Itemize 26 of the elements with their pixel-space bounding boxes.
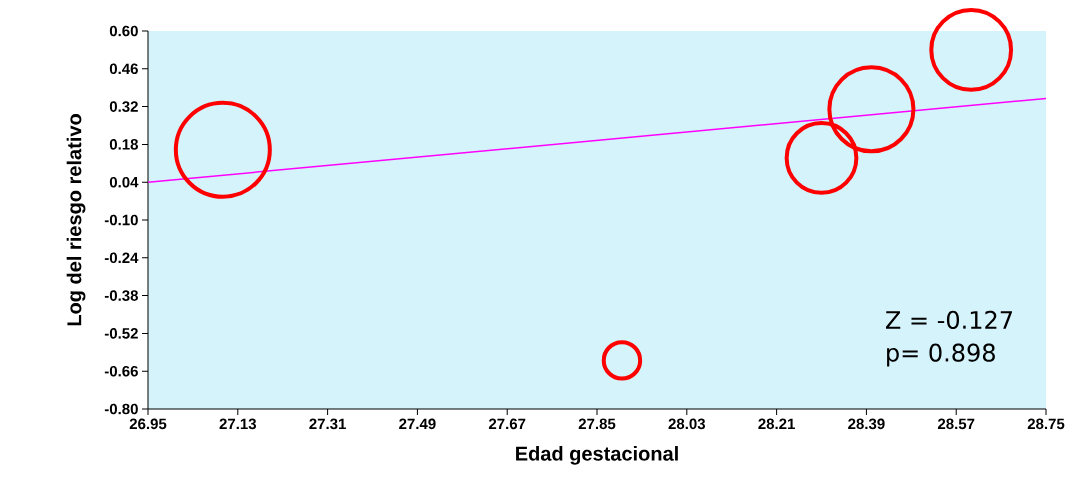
annotation: Z = -0.127 (885, 310, 1013, 329)
annotation: p= 0.898 (887, 343, 995, 367)
y-tick-label: 0.32 (109, 101, 138, 112)
x-axis-title: Edad gestacional (516, 446, 678, 465)
y-tick-label: 0.18 (109, 139, 138, 150)
y-tick-label: -0.66 (104, 365, 138, 377)
x-tick-label: 27.13 (219, 418, 257, 430)
x-tick-label: 28.57 (937, 418, 975, 430)
y-tick-label: -0.80 (104, 403, 138, 415)
x-tick-label: 27.67 (488, 418, 526, 430)
y-tick-label: -0.52 (104, 328, 138, 339)
y-tick-label: 0.04 (109, 176, 139, 188)
y-tick-label: -0.38 (104, 290, 138, 301)
x-tick-label: 27.49 (399, 418, 436, 430)
x-tick-label: 27.85 (578, 418, 616, 430)
y-axis-title: Log del riesgo relativo (66, 114, 86, 326)
y-tick-label: -0.24 (104, 252, 139, 264)
x-tick-label: 27.31 (309, 418, 346, 430)
x-tick-label: 26.95 (129, 418, 167, 430)
y-tick-label: 0.60 (109, 25, 138, 37)
y-tick-label: -0.10 (104, 214, 138, 226)
x-tick-label: 28.21 (758, 418, 795, 430)
y-tick-label: 0.46 (109, 63, 138, 75)
x-tick-label: 28.39 (848, 418, 885, 430)
x-tick-label: 28.03 (668, 418, 706, 430)
x-tick-label: 28.75 (1027, 418, 1065, 430)
